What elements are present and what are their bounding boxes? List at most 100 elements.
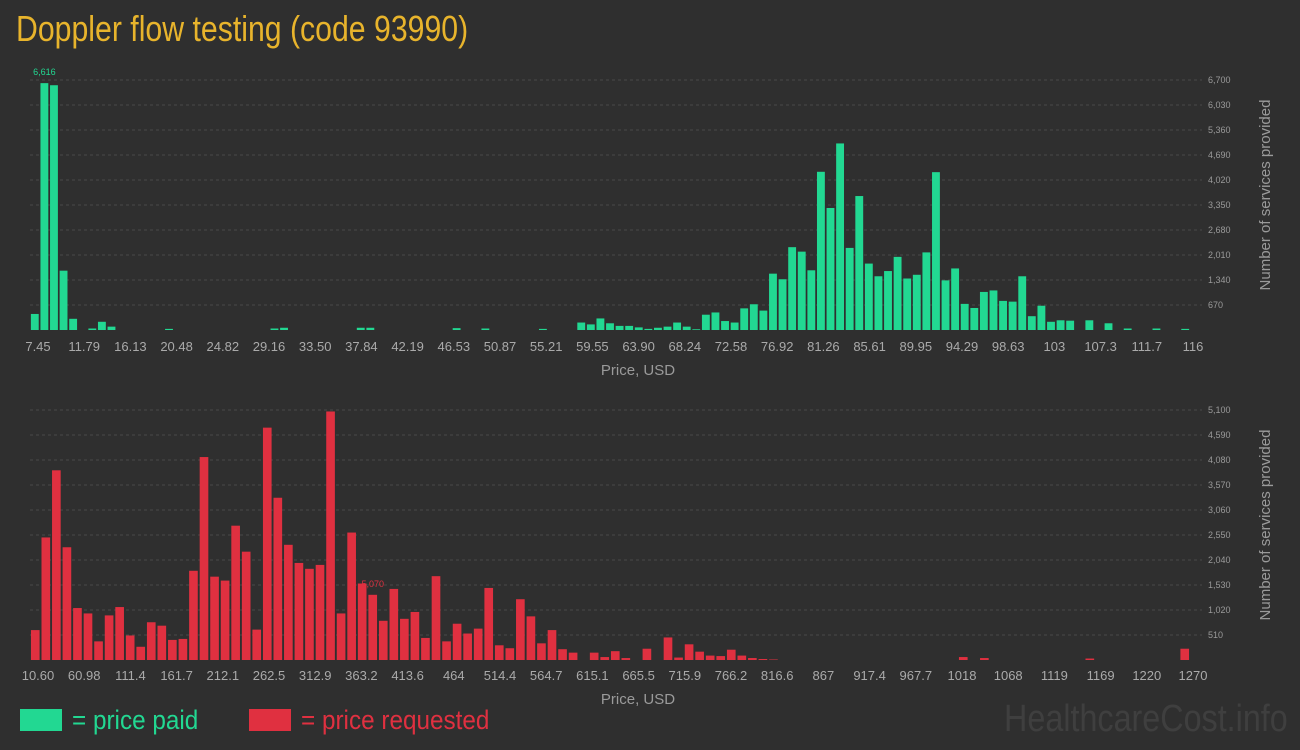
x-tick-paid-25: 116 bbox=[1183, 339, 1204, 354]
bar-requested-65 bbox=[716, 656, 726, 660]
bar-requested-2 bbox=[52, 470, 61, 660]
x-tick-requested-6: 312.9 bbox=[299, 668, 332, 683]
bar-paid-14 bbox=[165, 328, 173, 330]
bar-paid-70 bbox=[701, 314, 710, 330]
bar-requested-66 bbox=[726, 649, 736, 660]
x-tick-requested-19: 967.7 bbox=[900, 668, 933, 683]
bar-paid-106 bbox=[1047, 321, 1055, 330]
bar-paid-6 bbox=[88, 328, 97, 330]
bar-paid-65 bbox=[654, 327, 662, 330]
x-tick-requested-3: 161.7 bbox=[160, 668, 193, 683]
bar-requested-88 bbox=[958, 657, 968, 660]
bar-paid-7 bbox=[97, 321, 106, 330]
bar-paid-84 bbox=[836, 143, 845, 330]
bar-requested-39 bbox=[442, 641, 451, 660]
bar-paid-25 bbox=[270, 328, 279, 330]
bar-requested-90 bbox=[980, 658, 989, 660]
x-tick-requested-10: 514.4 bbox=[484, 668, 517, 683]
bar-requested-40 bbox=[452, 623, 462, 660]
bar-paid-108 bbox=[1066, 320, 1075, 330]
bar-paid-98 bbox=[970, 307, 979, 330]
bar-paid-90 bbox=[893, 256, 902, 330]
bar-requested-62 bbox=[684, 644, 694, 660]
bar-requested-32 bbox=[368, 594, 378, 660]
bar-paid-63 bbox=[634, 327, 643, 330]
y-tick-paid-8: 6,030 bbox=[1208, 100, 1231, 110]
x-tick-paid-6: 33.50 bbox=[299, 339, 332, 354]
bar-paid-0 bbox=[30, 313, 39, 330]
bar-paid-3 bbox=[59, 270, 68, 330]
y-tick-paid-2: 2,010 bbox=[1208, 250, 1231, 260]
bar-requested-68 bbox=[748, 658, 757, 660]
x-tick-paid-18: 85.61 bbox=[853, 339, 886, 354]
bar-requested-13 bbox=[168, 639, 177, 660]
y-tick-requested-6: 3,570 bbox=[1208, 480, 1231, 490]
bar-paid-97 bbox=[960, 303, 969, 330]
bar-requested-0 bbox=[30, 630, 40, 660]
y-tick-paid-1: 1,340 bbox=[1208, 275, 1231, 285]
legend-price-paid: = price paid bbox=[20, 703, 212, 737]
bar-paid-86 bbox=[855, 196, 864, 330]
bar-paid-66 bbox=[663, 326, 672, 330]
bar-paid-85 bbox=[845, 247, 854, 330]
bar-requested-67 bbox=[737, 655, 747, 660]
bar-requested-31 bbox=[357, 583, 367, 660]
bar-requested-49 bbox=[547, 630, 557, 660]
y-tick-requested-9: 5,100 bbox=[1208, 405, 1231, 415]
bar-requested-15 bbox=[189, 570, 198, 660]
bar-requested-7 bbox=[104, 615, 114, 660]
bar-paid-100 bbox=[989, 290, 998, 330]
bar-paid-105 bbox=[1037, 305, 1046, 330]
bar-paid-112 bbox=[1104, 323, 1113, 330]
legend-label-requested: = price requested bbox=[301, 704, 490, 735]
bar-paid-67 bbox=[673, 322, 682, 330]
x-tick-requested-2: 111.4 bbox=[115, 668, 146, 683]
bar-paid-93 bbox=[922, 252, 931, 330]
bar-paid-58 bbox=[586, 324, 595, 330]
bar-paid-89 bbox=[884, 271, 892, 330]
bar-paid-91 bbox=[903, 278, 912, 330]
bar-requested-34 bbox=[389, 588, 399, 660]
bar-paid-47 bbox=[481, 328, 490, 330]
bar-requested-53 bbox=[589, 652, 599, 660]
bar-requested-38 bbox=[431, 576, 441, 660]
y-axis-label-paid: Number of services provided bbox=[1257, 100, 1274, 291]
x-tick-requested-25: 1270 bbox=[1179, 668, 1208, 683]
bar-requested-19 bbox=[231, 525, 240, 660]
bar-requested-47 bbox=[526, 616, 536, 660]
bar-requested-44 bbox=[494, 645, 504, 660]
bar-requested-28 bbox=[326, 411, 335, 660]
x-tick-requested-1: 60.98 bbox=[68, 668, 101, 683]
y-tick-requested-5: 3,060 bbox=[1208, 505, 1231, 515]
x-tick-requested-14: 715.9 bbox=[669, 668, 702, 683]
x-tick-paid-9: 46.53 bbox=[438, 339, 471, 354]
bar-paid-79 bbox=[788, 247, 797, 330]
bar-requested-41 bbox=[463, 633, 472, 660]
x-tick-paid-12: 59.55 bbox=[576, 339, 609, 354]
x-tick-paid-8: 42.19 bbox=[391, 339, 424, 354]
x-tick-paid-20: 94.29 bbox=[946, 339, 979, 354]
bar-paid-64 bbox=[644, 328, 653, 330]
bar-requested-54 bbox=[600, 657, 610, 660]
y-tick-paid-4: 3,350 bbox=[1208, 200, 1231, 210]
x-axis-label-requested: Price, USD bbox=[601, 691, 675, 708]
x-tick-paid-21: 98.63 bbox=[992, 339, 1025, 354]
bar-requested-29 bbox=[336, 613, 346, 660]
bar-paid-82 bbox=[816, 171, 825, 330]
x-tick-paid-22: 103 bbox=[1044, 339, 1066, 354]
y-tick-paid-5: 4,020 bbox=[1208, 175, 1231, 185]
x-tick-requested-11: 564.7 bbox=[530, 668, 563, 683]
bar-paid-81 bbox=[807, 270, 816, 330]
legend-swatch-requested bbox=[249, 709, 291, 731]
bar-requested-46 bbox=[516, 599, 525, 660]
bar-requested-8 bbox=[115, 607, 124, 660]
y-tick-requested-1: 1,020 bbox=[1208, 605, 1231, 615]
x-tick-requested-13: 665.5 bbox=[622, 668, 655, 683]
x-tick-paid-19: 89.95 bbox=[900, 339, 933, 354]
y-tick-paid-7: 5,360 bbox=[1208, 125, 1231, 135]
bar-paid-53 bbox=[538, 328, 547, 330]
x-tick-paid-10: 50.87 bbox=[484, 339, 517, 354]
x-tick-paid-13: 63.90 bbox=[622, 339, 655, 354]
bar-paid-35 bbox=[366, 327, 375, 330]
bar-paid-80 bbox=[797, 251, 806, 330]
